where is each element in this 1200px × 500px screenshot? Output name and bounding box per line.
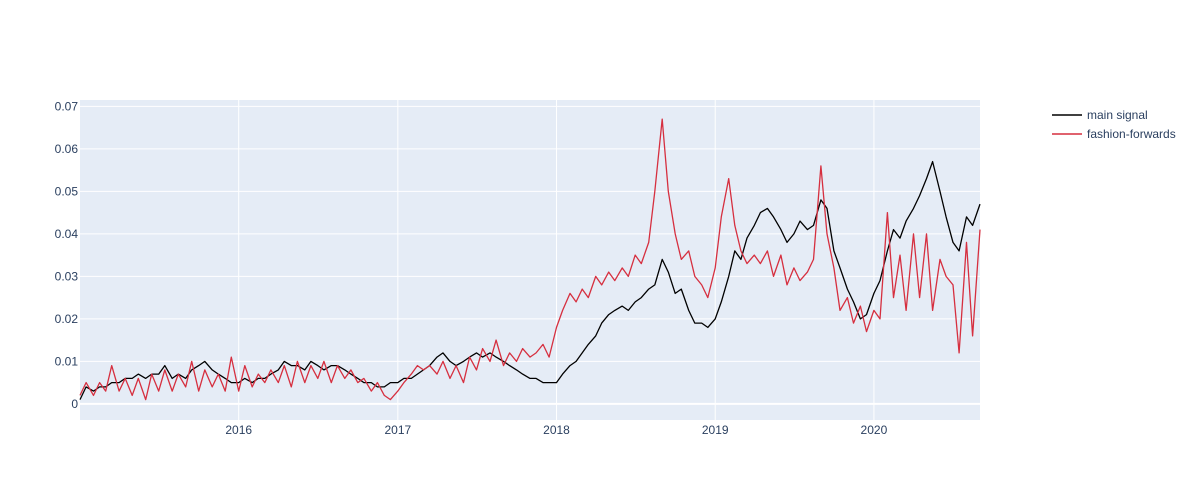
- x-tick-label: 2017: [384, 423, 411, 437]
- y-tick-label: 0.03: [55, 269, 79, 283]
- y-axis-ticks: 0 0.01 0.02 0.03 0.04 0.05 0.06 0.07: [55, 99, 79, 410]
- x-axis-ticks: 2016 2017 2018 2019 2020: [225, 423, 887, 437]
- legend-item-fashion-forwards[interactable]: fashion-forwards: [1052, 127, 1176, 141]
- y-tick-label: 0.07: [55, 99, 79, 113]
- legend-item-main-signal[interactable]: main signal: [1052, 108, 1148, 122]
- legend-label: main signal: [1087, 108, 1148, 122]
- y-tick-label: 0.06: [55, 142, 79, 156]
- y-tick-label: 0.05: [55, 184, 79, 198]
- series-layer: [79, 118, 981, 401]
- x-tick-label: 2019: [702, 423, 729, 437]
- series-line-main-signal: [79, 160, 981, 400]
- x-tick-label: 2020: [861, 423, 888, 437]
- x-tick-label: 2016: [225, 423, 252, 437]
- grid: [80, 100, 980, 420]
- legend[interactable]: main signal fashion-forwards: [1052, 108, 1176, 141]
- y-tick-label: 0.01: [55, 354, 79, 368]
- legend-label: fashion-forwards: [1087, 127, 1176, 141]
- x-tick-label: 2018: [543, 423, 570, 437]
- series-line-fashion-forwards: [79, 118, 981, 401]
- y-tick-label: 0: [71, 397, 78, 411]
- y-tick-label: 0.04: [55, 227, 79, 241]
- y-tick-label: 0.02: [55, 312, 79, 326]
